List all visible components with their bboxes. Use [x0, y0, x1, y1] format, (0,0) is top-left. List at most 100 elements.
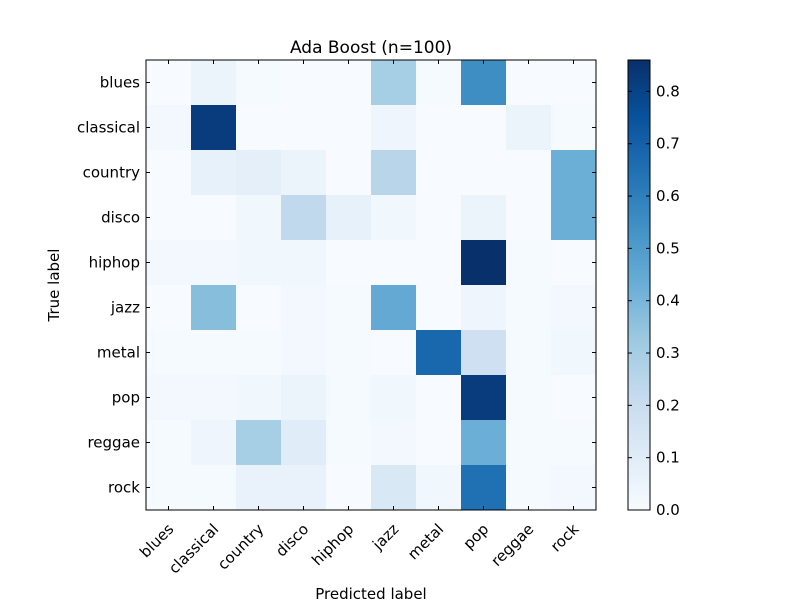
heatmap-cell [146, 240, 192, 286]
heatmap-cell [506, 195, 552, 241]
x-tick-label: country [214, 520, 267, 573]
y-tick-label: hiphop [89, 254, 140, 272]
heatmap-cell [371, 465, 417, 511]
heatmap-cell [326, 195, 372, 241]
x-tick-label: reggae [487, 520, 537, 570]
x-tick-label: jazz [368, 520, 402, 554]
heatmap-cell [326, 375, 372, 421]
y-tick-label: pop [112, 389, 140, 407]
heatmap-cell [461, 195, 507, 241]
x-tick-label: hiphop [308, 520, 357, 569]
x-tick-label: classical [165, 520, 222, 577]
heatmap-cell [236, 60, 282, 106]
chart-title: Ada Boost (n=100) [290, 38, 452, 58]
heatmap-cell [236, 285, 282, 331]
heatmap-cell [236, 420, 282, 466]
heatmap-cell [191, 240, 237, 286]
colorbar-tick-label: 0.1 [656, 449, 680, 467]
y-tick-label: disco [101, 209, 140, 227]
heatmap-cell [146, 375, 192, 421]
heatmap-frame [145, 59, 597, 511]
x-tick-label: blues [136, 520, 177, 561]
heatmap-cell [281, 285, 327, 331]
colorbar-tick-label: 0.6 [656, 187, 680, 205]
heatmap-cell [326, 105, 372, 151]
heatmap-cell [416, 375, 462, 421]
heatmap-cell [506, 240, 552, 286]
heatmap-cell [326, 285, 372, 331]
heatmap-cell [506, 330, 552, 376]
heatmap-cell [551, 420, 597, 466]
heatmap-cell [236, 150, 282, 196]
heatmap-cell [461, 150, 507, 196]
heatmap-cell [191, 330, 237, 376]
heatmap-cell [146, 195, 192, 241]
heatmap-cell [146, 285, 192, 331]
heatmap-cell [281, 195, 327, 241]
y-tick-label: blues [100, 74, 140, 92]
x-tick-label: disco [272, 520, 312, 560]
heatmap-cell [461, 60, 507, 106]
heatmap-cell [146, 330, 192, 376]
y-tick-label: jazz [110, 299, 140, 317]
heatmap-cell [416, 285, 462, 331]
y-axis: blues classical country disco hiphop jazz meta… [77, 74, 596, 497]
heatmap-cell [506, 375, 552, 421]
heatmap-cell [461, 240, 507, 286]
heatmap-cell [371, 240, 417, 286]
heatmap-cell [281, 240, 327, 286]
heatmap-cell [326, 330, 372, 376]
heatmap-cell [551, 195, 597, 241]
heatmap-cell [191, 420, 237, 466]
heatmap-cell [551, 240, 597, 286]
heatmap-cell [416, 60, 462, 106]
heatmap-cell [416, 105, 462, 151]
colorbar-tick-label: 0.3 [656, 344, 680, 362]
heatmap-cell [326, 60, 372, 106]
colorbar-tick-label: 0.0 [656, 501, 680, 519]
heatmap-cell [281, 420, 327, 466]
heatmap-cell [371, 420, 417, 466]
heatmap-cell [281, 105, 327, 151]
heatmap-cell [551, 330, 597, 376]
colorbar-tick-label: 0.7 [656, 135, 680, 153]
heatmap-cell [506, 465, 552, 511]
heatmap-cell [236, 105, 282, 151]
heatmap-cell [326, 150, 372, 196]
y-tick-label: country [83, 164, 140, 182]
x-axis-label: Predicted label [315, 585, 426, 600]
heatmap-cell [191, 285, 237, 331]
colorbar-axis: 0.0 0.1 0.2 0.3 0.4 0.5 0.6 0.7 0.8 [628, 82, 680, 519]
heatmap-cell [191, 465, 237, 511]
heatmap-cell [326, 420, 372, 466]
heatmap-cell [371, 105, 417, 151]
heatmap-cell [416, 195, 462, 241]
heatmap-cell [461, 420, 507, 466]
heatmap-cell [281, 330, 327, 376]
heatmap-cell [416, 150, 462, 196]
colorbar-tick-label: 0.4 [656, 292, 680, 310]
heatmap-cell [416, 330, 462, 376]
heatmap-cell [371, 375, 417, 421]
heatmap-cell [236, 375, 282, 421]
colorbar-tick-label: 0.2 [656, 396, 680, 414]
heatmap-cell [551, 285, 597, 331]
colorbar [627, 59, 651, 511]
y-tick-label: classical [77, 119, 140, 137]
heatmap-cell [506, 60, 552, 106]
x-tick-label: metal [404, 520, 447, 563]
heatmap-cell [506, 150, 552, 196]
heatmap-cell [236, 195, 282, 241]
heatmap-cell [191, 375, 237, 421]
heatmap-cell [371, 330, 417, 376]
heatmap-cell [416, 420, 462, 466]
y-tick-label: metal [97, 344, 140, 362]
heatmap-cell [191, 105, 237, 151]
colorbar-tick-label: 0.8 [656, 82, 680, 100]
heatmap-cell [461, 105, 507, 151]
x-tick-label: rock [547, 520, 583, 556]
heatmap-cell [146, 420, 192, 466]
colorbar-tick-label: 0.5 [656, 239, 680, 257]
heatmap-cell [506, 420, 552, 466]
